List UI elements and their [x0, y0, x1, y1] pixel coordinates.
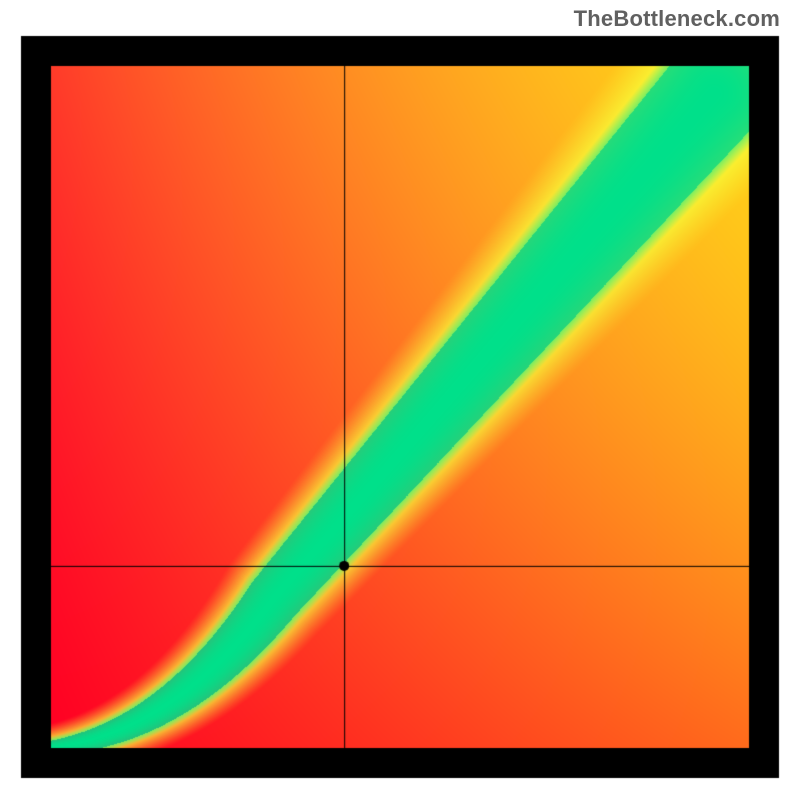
heatmap-canvas	[0, 0, 800, 800]
chart-container: TheBottleneck.com	[0, 0, 800, 800]
watermark-text: TheBottleneck.com	[574, 6, 780, 32]
